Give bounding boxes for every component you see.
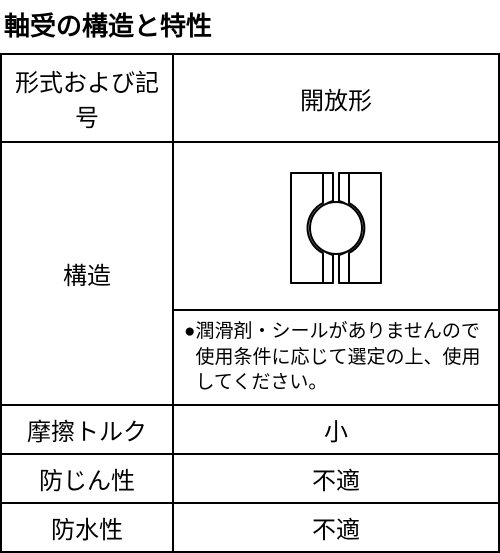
row-structure-label: 構造 [1,142,173,405]
row-water-value: 不適 [173,503,499,552]
structure-diagram-cell [173,142,499,310]
row-friction-value: 小 [173,405,499,454]
header-left: 形式および記号 [1,54,173,142]
header-right: 開放形 [173,54,499,142]
row-dust-value: 不適 [173,454,499,503]
note-text: 潤滑剤・シールがありませんので使用条件に応じて選定の上、使用してください。 [195,319,488,396]
row-friction-label: 摩擦トルク [1,405,173,454]
spec-table: 形式および記号 開放形 構造 [0,53,500,553]
row-water-label: 防水性 [1,503,173,552]
bearing-diagram-icon [261,153,411,303]
row-dust-label: 防じん性 [1,454,173,503]
note-bullet: ● [184,319,195,396]
structure-note-cell: ● 潤滑剤・シールがありませんので使用条件に応じて選定の上、使用してください。 [173,310,499,405]
page-title: 軸受の構造と特性 [0,0,500,53]
